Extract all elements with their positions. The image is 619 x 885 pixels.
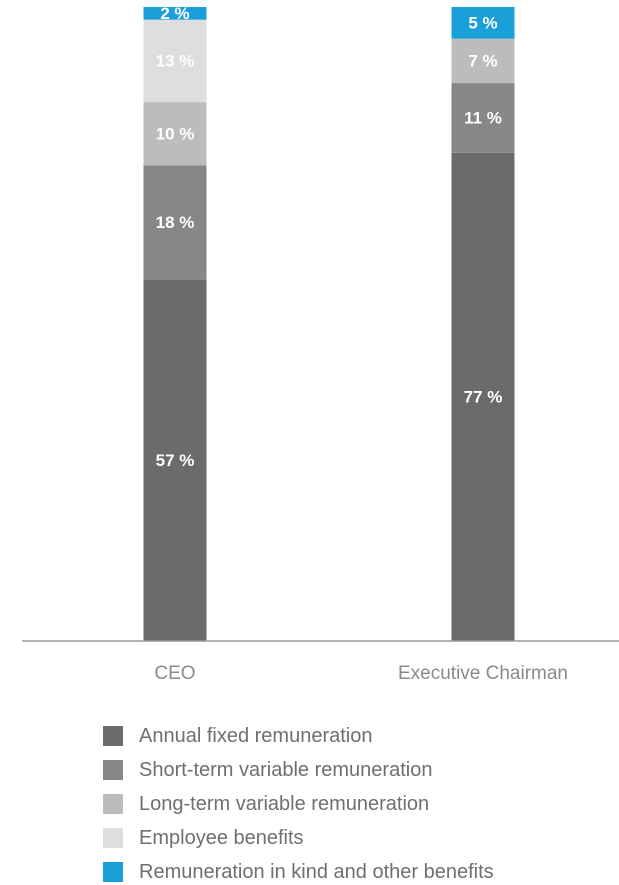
legend-label-employee-benefits: Employee benefits [139,827,304,849]
bars-group [143,7,515,641]
data-label-executive-chairman-annual-fixed-remuneration: 77 % [464,387,503,406]
bar-segment-ceo-remuneration-in-kind-and-other-benefits [143,7,207,20]
legend-swatch-remuneration-in-kind-and-other-benefits [103,862,123,882]
data-label-executive-chairman-long-term-variable-remuneration: 7 % [468,51,497,70]
legend-item-short-term-variable-remuneration: Short-term variable remuneration [103,759,432,781]
bar-segment-ceo-annual-fixed-remuneration [143,279,207,641]
legend-swatch-employee-benefits [103,828,123,848]
data-label-ceo-remuneration-in-kind-and-other-benefits: 2 % [160,4,189,23]
category-label-executive-chairman: Executive Chairman [398,663,568,684]
legend-label-long-term-variable-remuneration: Long-term variable remuneration [139,793,429,815]
legend-swatch-long-term-variable-remuneration [103,794,123,814]
legend-item-remuneration-in-kind-and-other-benefits: Remuneration in kind and other benefits [103,861,494,883]
category-label-ceo: CEO [154,663,195,684]
bar-segment-executive-chairman-annual-fixed-remuneration [451,152,515,641]
legend-item-employee-benefits: Employee benefits [103,827,304,849]
segment-labels-group: 57 % 18 % 10 % 13 % 2 % 77 % 11 % 7 % 5 % [156,4,503,470]
bar-segment-ceo-short-term-variable-remuneration [143,165,207,280]
legend-label-remuneration-in-kind-and-other-benefits: Remuneration in kind and other benefits [139,861,494,883]
bar-segment-executive-chairman-remuneration-in-kind-and-other-benefits [451,7,515,39]
legend-swatch-short-term-variable-remuneration [103,760,123,780]
data-label-executive-chairman-short-term-variable-remuneration: 11 % [464,108,502,127]
legend-item-long-term-variable-remuneration: Long-term variable remuneration [103,793,429,815]
data-label-ceo-long-term-variable-remuneration: 10 % [156,124,195,143]
data-label-ceo-short-term-variable-remuneration: 18 % [156,213,195,232]
legend-label-annual-fixed-remuneration: Annual fixed remuneration [139,725,372,747]
data-label-ceo-employee-benefits: 13 % [156,51,195,70]
bar-segment-executive-chairman-long-term-variable-remuneration [451,38,515,84]
data-label-executive-chairman-remuneration-in-kind-and-other-benefits: 5 % [468,13,497,32]
bar-segment-ceo-long-term-variable-remuneration [143,102,207,166]
legend: Annual fixed remuneration Short-term vari… [103,725,494,883]
category-labels-group: CEO Executive Chairman [154,663,568,684]
bar-segment-ceo-employee-benefits [143,19,207,103]
legend-item-annual-fixed-remuneration: Annual fixed remuneration [103,725,372,747]
legend-swatch-annual-fixed-remuneration [103,726,123,746]
legend-label-short-term-variable-remuneration: Short-term variable remuneration [139,759,432,781]
data-label-ceo-annual-fixed-remuneration: 57 % [156,451,195,470]
bar-segment-executive-chairman-short-term-variable-remuneration [451,83,515,153]
